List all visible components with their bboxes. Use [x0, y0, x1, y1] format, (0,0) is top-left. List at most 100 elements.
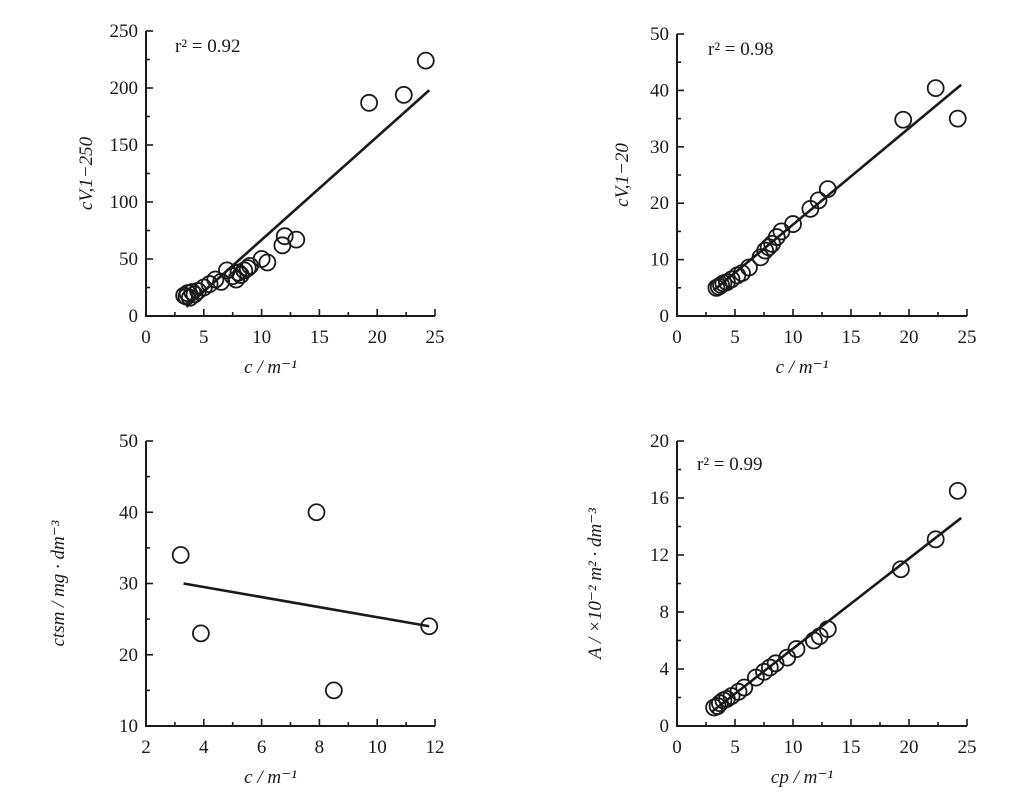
data-point — [767, 228, 786, 246]
r-squared-label: r² = 0.99 — [697, 454, 763, 475]
x-tick-label: 5 — [730, 327, 740, 348]
data-point — [740, 258, 758, 277]
data-point — [307, 503, 326, 522]
data-point — [183, 283, 202, 301]
data-point — [252, 250, 271, 268]
data-point — [287, 230, 306, 249]
y-tick-label: 12 — [650, 545, 669, 566]
data-point — [185, 285, 204, 304]
x-axis-label: c / m⁻¹ — [776, 357, 829, 378]
x-tick-label: 25 — [426, 327, 445, 348]
y-axis-label: ctsm / mg · dm⁻³ — [48, 520, 69, 646]
y-tick-label: 150 — [110, 135, 139, 156]
data-point — [784, 215, 802, 233]
y-tick-label: 250 — [110, 21, 139, 42]
y-tick-label: 0 — [129, 306, 139, 327]
x-axis-label: c / m⁻¹ — [244, 767, 297, 788]
fit-line — [713, 83, 963, 292]
data-point — [891, 560, 910, 579]
y-tick-label: 30 — [119, 574, 138, 595]
data-point — [755, 662, 773, 681]
chart-panel-3: 2 4 6 8 10 12 10 20 30 40 50 c / m⁻¹ ctsm / mg · dm⁻… — [48, 431, 445, 788]
x-tick-label: 0 — [672, 327, 682, 348]
data-point — [238, 259, 257, 278]
fit-line — [711, 516, 962, 713]
y-axis-label: cV,1−250 — [76, 136, 97, 210]
data-point — [324, 681, 343, 700]
y-axis-label: A / ×10⁻² m² · dm⁻³ — [585, 508, 606, 661]
axes — [676, 441, 967, 727]
x-tick-label: 4 — [199, 737, 209, 758]
data-point — [420, 617, 439, 636]
data-point — [394, 85, 413, 104]
data-point — [759, 238, 778, 257]
x-tick-label: 0 — [141, 327, 151, 348]
x-tick-label: 10 — [784, 327, 803, 348]
x-axis-label: c / m⁻¹ — [244, 357, 297, 378]
y-axis-label: cV,1−20 — [612, 143, 633, 207]
chart-panel-2: 0 5 10 15 20 25 0 10 20 30 40 50 c / m⁻¹ cV,1−20 r² = … — [612, 24, 977, 378]
y-tick-label: 30 — [650, 137, 669, 158]
y-tick-label: 100 — [110, 192, 139, 213]
data-point — [729, 682, 748, 701]
y-tick-label: 16 — [650, 488, 669, 509]
data-point — [275, 227, 294, 246]
data-point — [756, 241, 775, 260]
fit-line — [183, 582, 430, 628]
x-tick-label: 20 — [368, 327, 387, 348]
axes — [676, 34, 967, 317]
data-point — [735, 678, 754, 697]
y-tick-label: 8 — [660, 602, 670, 623]
data-point — [926, 530, 945, 549]
y-tick-label: 40 — [650, 80, 669, 101]
x-tick-label: 10 — [784, 737, 803, 758]
data-point — [948, 109, 967, 128]
data-point — [926, 79, 945, 98]
data-point — [766, 654, 785, 673]
x-tick-label: 25 — [958, 327, 977, 348]
x-tick-label: 25 — [958, 737, 977, 758]
data-point — [894, 110, 913, 129]
y-tick-label: 20 — [119, 645, 138, 666]
chart-panel-4: 0 5 10 15 20 25 0 4 8 12 16 20 cp / m⁻¹ A / ×10⁻² m² … — [585, 431, 977, 788]
data-point — [760, 658, 779, 677]
data-point — [948, 481, 967, 500]
data-point — [231, 266, 250, 284]
y-tick-label: 20 — [650, 431, 669, 452]
y-tick-label: 10 — [119, 716, 138, 737]
y-tick-label: 4 — [660, 659, 670, 680]
x-tick-label: 10 — [368, 737, 387, 758]
data-point — [809, 191, 828, 210]
data-point — [818, 620, 837, 638]
x-tick-label: 20 — [900, 327, 919, 348]
x-tick-label: 10 — [252, 327, 271, 348]
y-tick-label: 20 — [650, 193, 669, 214]
y-tick-label: 50 — [650, 24, 669, 45]
data-point — [722, 270, 741, 289]
y-tick-label: 10 — [650, 250, 669, 271]
y-tick-label: 40 — [119, 502, 138, 523]
x-tick-label: 8 — [315, 737, 325, 758]
data-point — [171, 546, 190, 564]
data-point — [235, 261, 254, 280]
data-point — [787, 640, 806, 658]
data-point — [416, 51, 435, 70]
x-tick-label: 2 — [141, 737, 151, 758]
x-tick-label: 15 — [842, 737, 861, 758]
x-tick-label: 5 — [730, 737, 740, 758]
x-tick-label: 6 — [257, 737, 267, 758]
x-tick-label: 15 — [842, 327, 861, 348]
data-point — [200, 275, 219, 293]
y-tick-label: 50 — [119, 431, 138, 452]
data-point — [818, 180, 837, 199]
x-tick-label: 0 — [672, 737, 682, 758]
axes — [145, 31, 435, 317]
data-point — [804, 631, 823, 650]
data-point — [192, 624, 210, 643]
data-point — [360, 93, 379, 112]
x-tick-label: 5 — [199, 327, 209, 348]
y-tick-label: 50 — [119, 249, 138, 270]
data-point — [258, 253, 277, 272]
